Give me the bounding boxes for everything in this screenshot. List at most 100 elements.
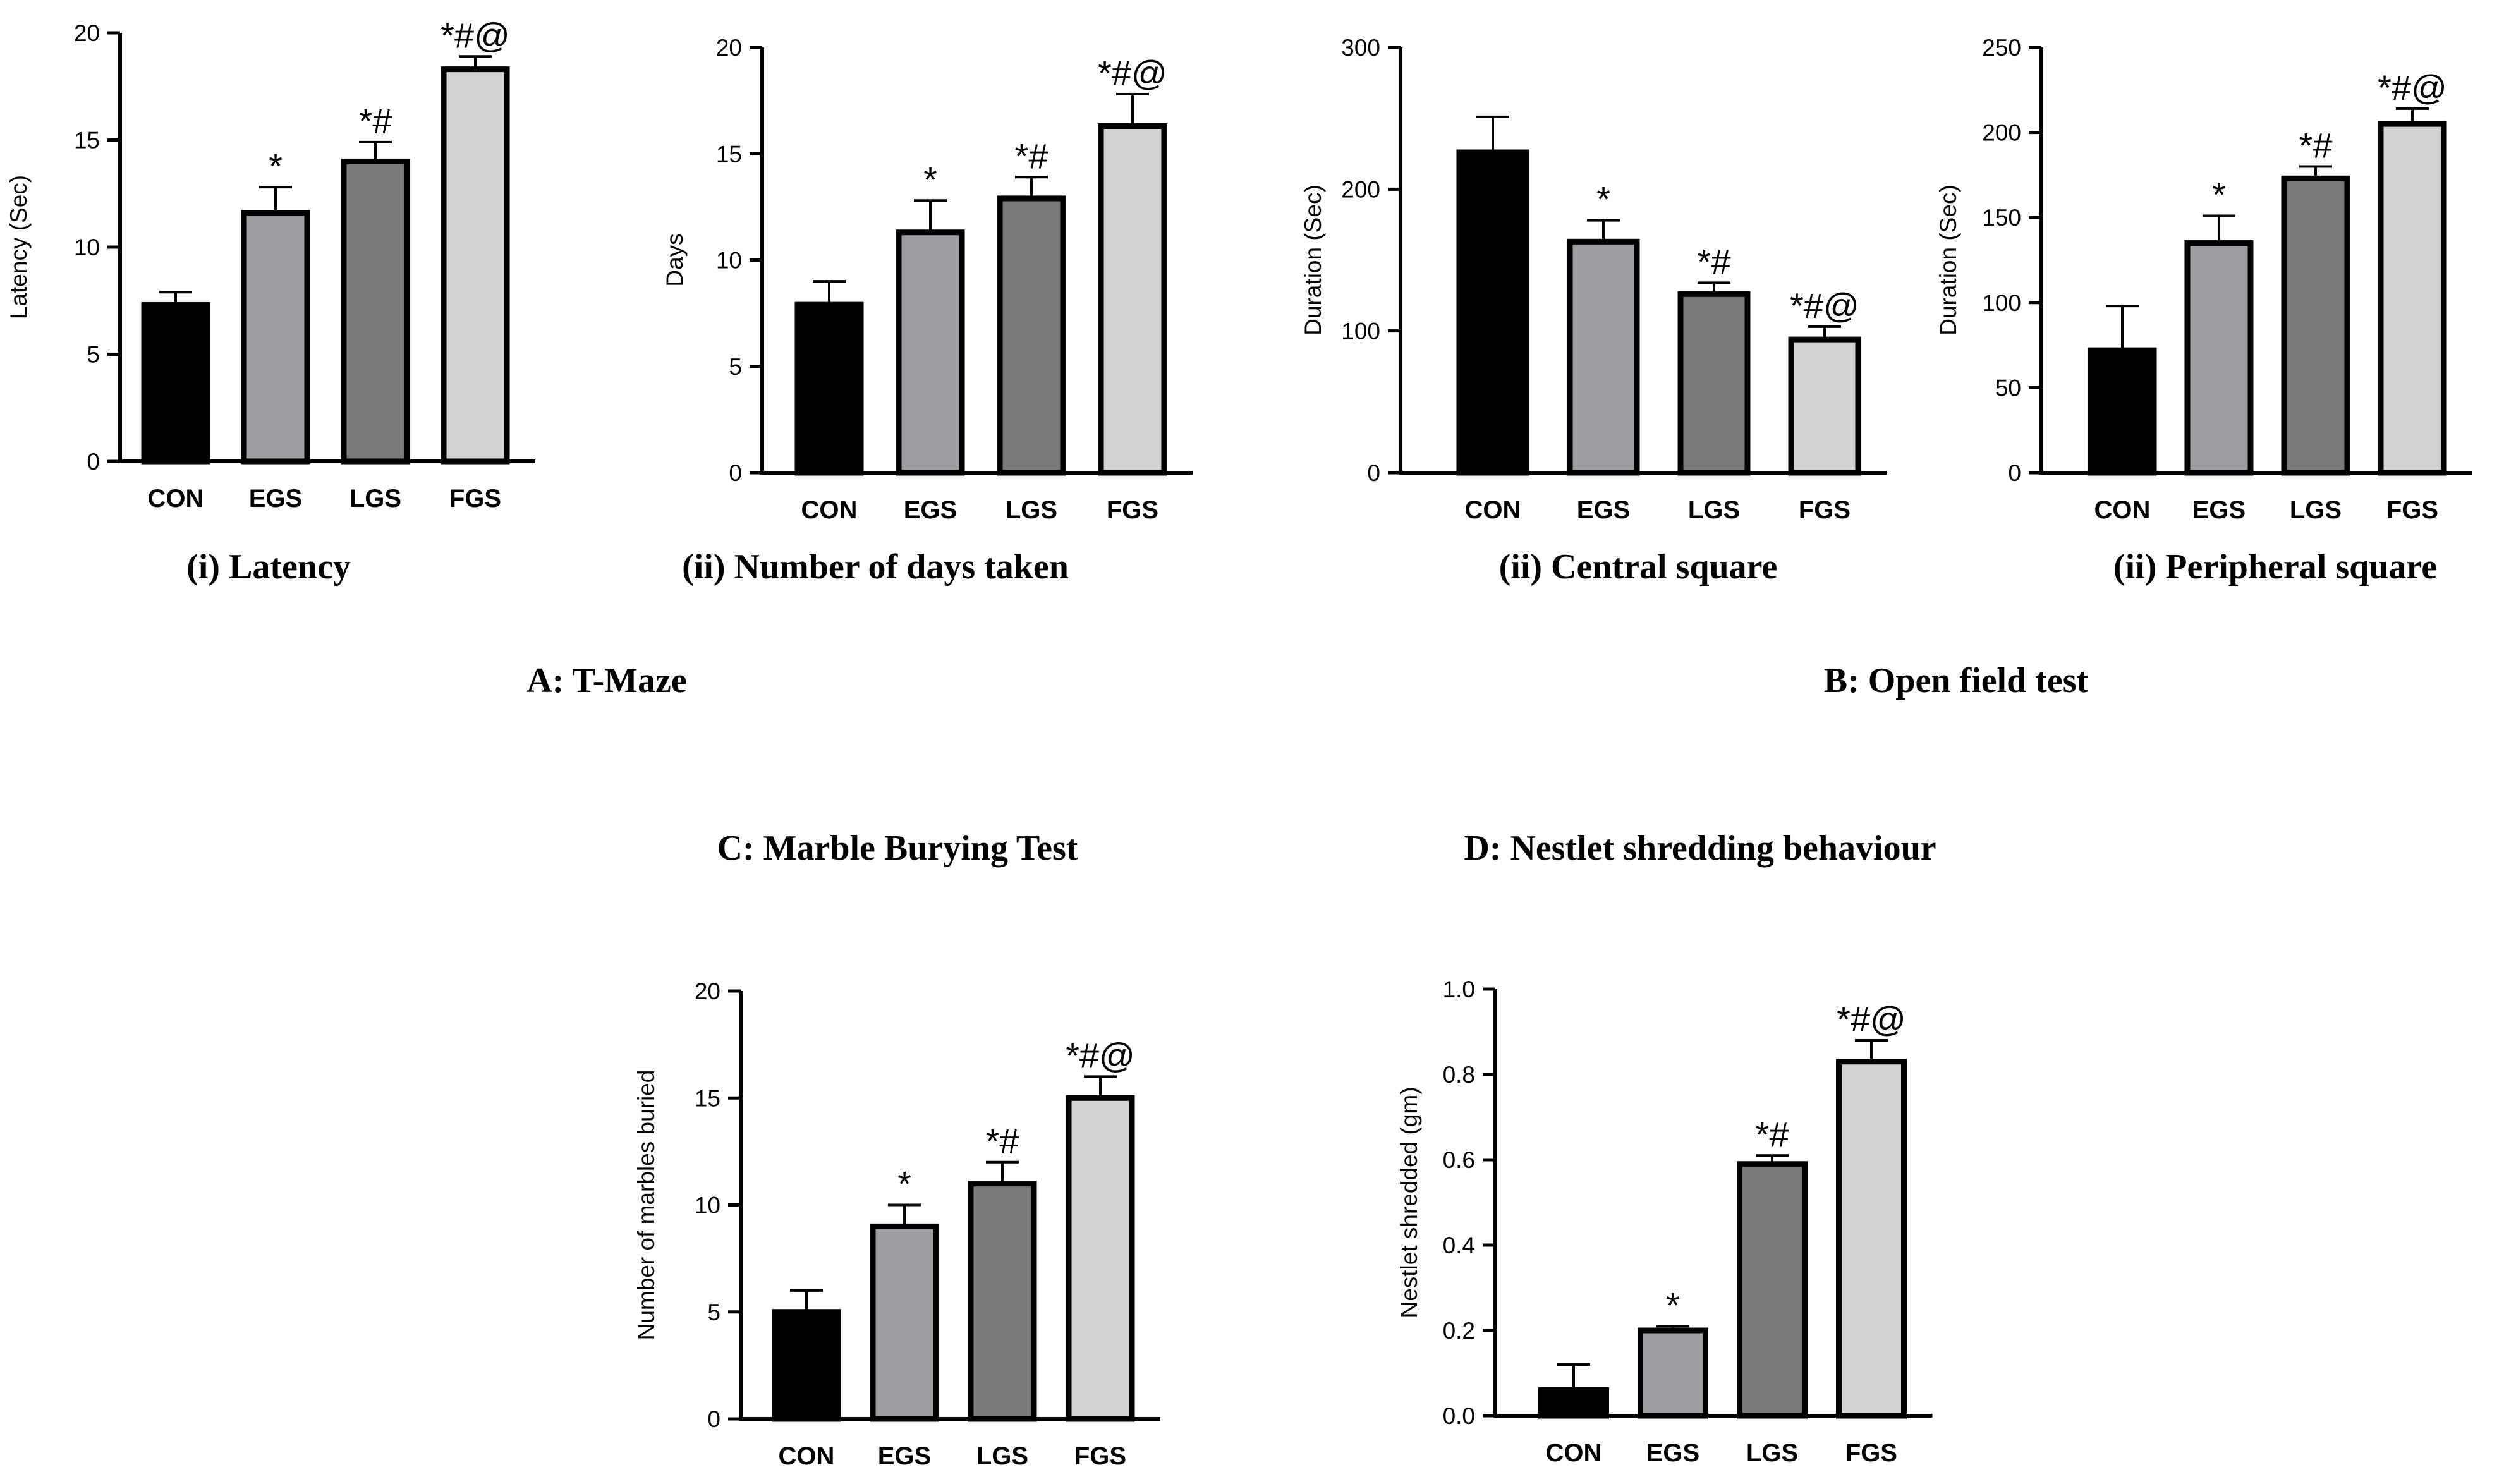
y-axis-label: Latency (Sec) (6, 175, 32, 319)
category-label-con: CON (2094, 496, 2151, 524)
significance-label-fgs: *#@ (1098, 53, 1167, 93)
y-tick-label: 5 (707, 1299, 720, 1325)
significance-label-lgs: *# (1015, 136, 1048, 176)
category-label-con: CON (779, 1442, 835, 1470)
significance-label-fgs: *#@ (1837, 999, 1906, 1039)
category-label-lgs: LGS (1688, 496, 1740, 524)
significance-label-egs: * (269, 146, 283, 186)
y-tick-label: 0.8 (1443, 1062, 1475, 1088)
bar-lgs (1737, 1161, 1808, 1419)
significance-label-egs: * (1596, 179, 1610, 219)
y-tick-label: 0 (729, 460, 742, 486)
bar-fgs (1066, 1095, 1135, 1422)
significance-label-fgs: *#@ (1066, 1035, 1135, 1075)
category-label-con: CON (1546, 1439, 1602, 1467)
category-label-egs: EGS (249, 485, 302, 513)
bar-con (794, 301, 864, 476)
category-label-egs: EGS (1646, 1439, 1699, 1467)
category-label-con: CON (1465, 496, 1521, 524)
y-tick-label: 10 (695, 1193, 720, 1219)
y-axis-label: Days (662, 233, 688, 286)
y-tick-label: 250 (1982, 35, 2021, 61)
chart-caption: (ii) Peripheral square (2113, 547, 2437, 587)
y-tick-label: 10 (74, 234, 100, 260)
category-label-lgs: LGS (1746, 1439, 1798, 1467)
chart-marble-burying: CON * EGS *# LGS *#@ FGS 0 5 10 15 20 Number of marb… (633, 978, 1160, 1470)
bar-egs (1567, 238, 1640, 476)
bar-egs (241, 210, 310, 465)
category-label-egs: EGS (878, 1442, 931, 1470)
category-label-egs: EGS (904, 496, 957, 524)
bar-egs (1638, 1327, 1708, 1419)
bar-lgs (1677, 291, 1751, 476)
bar-lgs (997, 195, 1066, 476)
y-tick-label: 15 (695, 1085, 720, 1111)
category-label-fgs: FGS (1799, 496, 1851, 524)
chart-caption: (i) Latency (186, 547, 351, 587)
significance-label-lgs: *# (2299, 125, 2333, 165)
y-tick-label: 15 (716, 141, 742, 167)
y-axis-label: Duration (Sec) (1300, 185, 1326, 336)
significance-label-lgs: *# (1698, 241, 1731, 281)
chart-tmaze-days: CON * EGS *# LGS *#@ FGS 0 5 10 15 20 Days (ii) Numbe… (662, 35, 1193, 587)
category-label-egs: EGS (2192, 496, 2246, 524)
y-tick-label: 200 (1341, 176, 1380, 202)
y-tick-label: 50 (1995, 375, 2021, 401)
y-tick-label: 100 (1982, 290, 2021, 316)
y-tick-label: 0 (2008, 460, 2021, 486)
bar-lgs (2281, 175, 2350, 476)
category-label-fgs: FGS (449, 485, 501, 513)
category-label-lgs: LGS (2290, 496, 2342, 524)
y-tick-label: 0 (707, 1406, 720, 1432)
section-title-b: B: Open field test (1824, 661, 2089, 700)
bar-lgs (341, 158, 410, 465)
y-tick-label: 20 (695, 978, 720, 1004)
bar-lgs (968, 1181, 1037, 1422)
y-tick-label: 5 (87, 342, 100, 368)
section-title-a: A: T-Maze (526, 661, 687, 700)
y-tick-label: 0 (1367, 460, 1380, 486)
y-axis-label: Duration (Sec) (1935, 185, 1961, 336)
bar-con (1456, 149, 1529, 476)
y-tick-label: 100 (1341, 319, 1380, 344)
y-axis-label: Number of marbles buried (633, 1070, 659, 1341)
y-tick-label: 150 (1982, 205, 2021, 231)
y-tick-label: 20 (74, 20, 100, 46)
bar-con (1538, 1387, 1609, 1419)
chart-tmaze-latency: CON * EGS *# LGS *#@ FGS 0 5 10 15 20 Latency (Sec) (… (6, 15, 535, 587)
category-label-fgs: FGS (1845, 1439, 1897, 1467)
significance-label-lgs: *# (1756, 1114, 1789, 1154)
significance-label-fgs: *#@ (441, 15, 510, 55)
bar-egs (870, 1223, 939, 1422)
bar-egs (2184, 240, 2254, 476)
y-tick-label: 1.0 (1443, 976, 1475, 1002)
y-tick-label: 15 (74, 128, 100, 154)
y-tick-label: 200 (1982, 120, 2021, 146)
bar-con (141, 302, 210, 465)
significance-label-egs: * (2212, 175, 2226, 215)
category-label-lgs: LGS (349, 485, 401, 513)
y-tick-label: 20 (716, 35, 742, 61)
y-tick-label: 0.0 (1443, 1403, 1475, 1429)
y-tick-label: 0.2 (1443, 1318, 1475, 1344)
section-title-c: C: Marble Burying Test (717, 829, 1078, 868)
bar-con (772, 1309, 841, 1422)
chart-caption: (ii) Number of days taken (682, 547, 1069, 587)
section-title-d: D: Nestlet shredding behaviour (1464, 829, 1936, 868)
y-tick-label: 300 (1341, 35, 1380, 61)
significance-label-lgs: *# (986, 1121, 1019, 1161)
bar-fgs (1788, 336, 1861, 476)
bar-fgs (441, 66, 510, 465)
category-label-egs: EGS (1577, 496, 1630, 524)
significance-label-fgs: *#@ (1790, 286, 1859, 325)
bar-con (2088, 347, 2157, 476)
significance-label-fgs: *#@ (2378, 68, 2447, 107)
chart-openfield-peripheral: CON * EGS *# LGS *#@ FGS 0 50 100 150 200 250 Duratio… (1935, 35, 2472, 587)
y-tick-label: 5 (729, 354, 742, 380)
category-label-fgs: FGS (2386, 496, 2438, 524)
y-tick-label: 0.4 (1443, 1232, 1475, 1258)
y-tick-label: 0.6 (1443, 1147, 1475, 1173)
bar-fgs (2378, 121, 2447, 476)
chart-caption: (ii) Central square (1499, 547, 1778, 587)
